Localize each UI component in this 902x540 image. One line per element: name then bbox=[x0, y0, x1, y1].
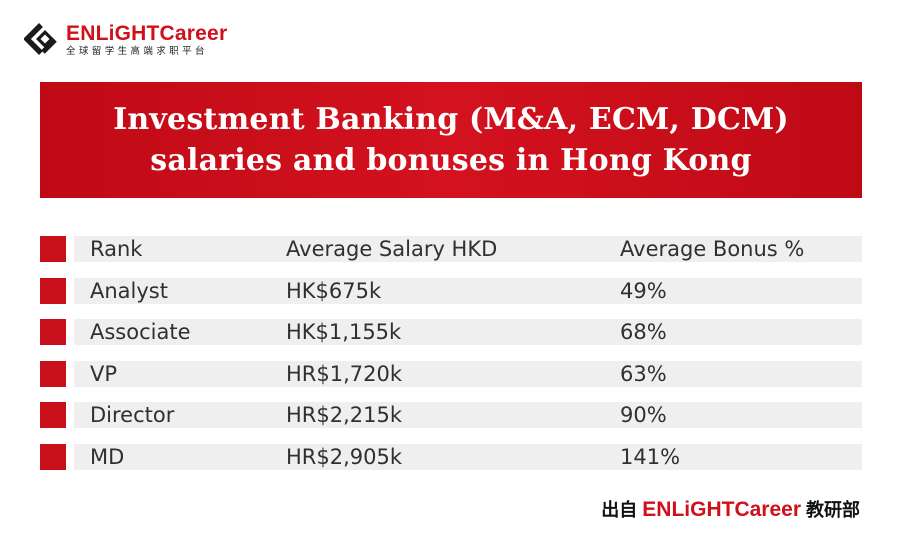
title-line-2: salaries and bonuses in Hong Kong bbox=[150, 143, 752, 178]
row-marker bbox=[40, 443, 66, 470]
header-bonus: Average Bonus % bbox=[620, 237, 805, 261]
credit-suffix: 教研部 bbox=[806, 500, 860, 521]
table-row: Director HR$2,215k 90% bbox=[40, 400, 862, 428]
enlight-logo-icon bbox=[24, 23, 57, 55]
logo-tagline: 全球留学生高端求职平台 bbox=[66, 45, 208, 57]
row-marker bbox=[40, 360, 66, 387]
source-credit: 出自 ENLiGHTCareer 教研部 bbox=[601, 496, 860, 522]
row-background bbox=[74, 319, 862, 345]
table-row: Analyst HK$675k 49% bbox=[40, 276, 862, 304]
header-rank: Rank bbox=[90, 237, 143, 261]
row-marker bbox=[40, 402, 66, 428]
rank-cell: Associate bbox=[90, 320, 191, 344]
bonus-cell: 141% bbox=[620, 444, 681, 469]
row-background bbox=[74, 402, 862, 428]
row-marker bbox=[40, 277, 66, 304]
salary-cell: HR$1,720k bbox=[286, 361, 403, 386]
brand-logo: ENLiGHTCareer 全球留学生高端求职平台 bbox=[24, 22, 227, 58]
row-marker bbox=[40, 236, 66, 262]
bonus-cell: 68% bbox=[620, 320, 667, 344]
rank-cell: Director bbox=[90, 403, 175, 427]
logo-brand-name: ENLiGHTCareer bbox=[66, 21, 228, 45]
row-background bbox=[74, 360, 862, 387]
title-line-1: Investment Banking (M&A, ECM, DCM) bbox=[113, 102, 789, 137]
bonus-cell: 63% bbox=[620, 361, 667, 386]
table-header-row: Rank Average Salary HKD Average Bonus % bbox=[40, 234, 862, 262]
rank-cell: VP bbox=[90, 361, 118, 386]
salary-cell: HR$2,215k bbox=[286, 403, 403, 427]
row-background bbox=[74, 443, 862, 470]
table-row: VP HR$1,720k 63% bbox=[40, 359, 862, 387]
title-banner: Investment Banking (M&A, ECM, DCM) salar… bbox=[40, 82, 862, 198]
header-salary: Average Salary HKD bbox=[286, 237, 498, 261]
table-row: MD HR$2,905k 141% bbox=[40, 442, 862, 470]
salary-cell: HR$2,905k bbox=[286, 444, 403, 469]
bonus-cell: 90% bbox=[620, 403, 667, 427]
page-title: Investment Banking (M&A, ECM, DCM) salar… bbox=[113, 99, 789, 181]
salary-cell: HK$1,155k bbox=[286, 320, 402, 344]
salary-cell: HK$675k bbox=[286, 278, 382, 303]
row-marker bbox=[40, 319, 66, 345]
salary-table: Rank Average Salary HKD Average Bonus % … bbox=[40, 234, 862, 483]
table-row: Associate HK$1,155k 68% bbox=[40, 317, 862, 345]
rank-cell: MD bbox=[90, 444, 125, 469]
rank-cell: Analyst bbox=[90, 278, 168, 303]
row-background bbox=[74, 236, 862, 262]
credit-brand: ENLiGHTCareer bbox=[642, 498, 801, 521]
row-background bbox=[74, 277, 862, 304]
credit-prefix: 出自 bbox=[601, 500, 638, 521]
bonus-cell: 49% bbox=[620, 278, 667, 303]
